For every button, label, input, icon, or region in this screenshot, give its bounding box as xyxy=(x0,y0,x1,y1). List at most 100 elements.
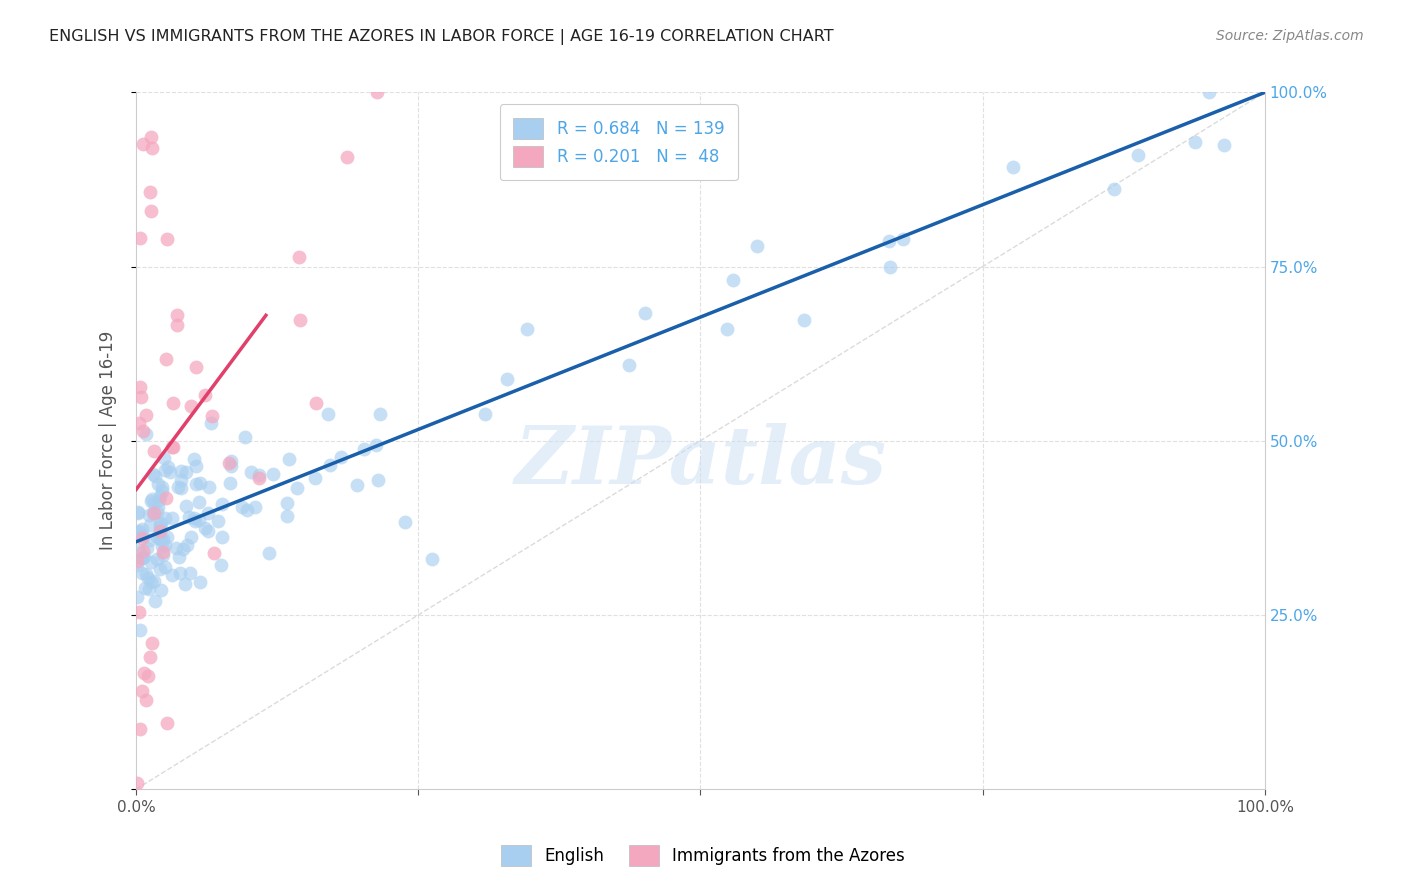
Point xyxy=(247,471,270,485)
Point xyxy=(879,234,901,248)
Point xyxy=(139,555,162,569)
Point xyxy=(316,407,339,421)
Point xyxy=(218,456,240,470)
Point xyxy=(346,478,368,492)
Point xyxy=(138,186,160,200)
Point xyxy=(128,606,150,620)
Point xyxy=(184,477,207,491)
Point xyxy=(211,497,233,511)
Point xyxy=(288,312,311,326)
Point xyxy=(141,636,163,650)
Point xyxy=(146,500,169,515)
Point xyxy=(138,508,160,523)
Point xyxy=(150,539,173,553)
Point xyxy=(155,538,177,552)
Point xyxy=(179,566,201,580)
Point xyxy=(201,409,224,423)
Point xyxy=(366,86,388,100)
Point xyxy=(634,306,657,320)
Point xyxy=(211,558,233,573)
Point xyxy=(276,508,298,523)
Point xyxy=(149,562,172,576)
Point xyxy=(127,776,149,790)
Point xyxy=(793,312,815,326)
Point xyxy=(149,516,172,531)
Point xyxy=(128,416,150,430)
Legend: English, Immigrants from the Azores: English, Immigrants from the Azores xyxy=(494,838,912,873)
Point xyxy=(127,554,149,568)
Point xyxy=(138,518,160,533)
Point xyxy=(150,480,173,494)
Point xyxy=(155,351,177,366)
Point xyxy=(132,666,155,681)
Point xyxy=(143,468,166,483)
Point xyxy=(149,520,172,534)
Point xyxy=(162,568,184,582)
Point xyxy=(131,550,153,565)
Point xyxy=(149,489,172,503)
Point xyxy=(197,506,219,520)
Point xyxy=(138,582,160,597)
Point xyxy=(1184,135,1206,149)
Point xyxy=(167,480,190,494)
Point xyxy=(127,591,149,605)
Point xyxy=(330,450,353,464)
Point xyxy=(304,471,326,485)
Point xyxy=(278,452,301,467)
Point xyxy=(305,396,328,410)
Point xyxy=(146,476,169,491)
Point xyxy=(1102,182,1125,196)
Point xyxy=(218,476,240,491)
Point xyxy=(219,458,242,473)
Point xyxy=(176,466,198,480)
Point xyxy=(159,465,181,479)
Point xyxy=(127,505,149,519)
Point xyxy=(335,150,357,164)
Point xyxy=(155,511,177,525)
Point xyxy=(155,559,177,574)
Point xyxy=(135,541,157,556)
Point xyxy=(150,516,173,530)
Point xyxy=(165,541,187,556)
Point xyxy=(142,444,165,458)
Point xyxy=(516,322,538,336)
Point xyxy=(474,407,496,421)
Point xyxy=(129,623,152,637)
Point xyxy=(139,575,162,590)
Point xyxy=(135,408,157,422)
Point xyxy=(353,442,375,456)
Point xyxy=(141,141,163,155)
Point xyxy=(129,380,152,394)
Legend: R = 0.684   N = 139, R = 0.201   N =  48: R = 0.684 N = 139, R = 0.201 N = 48 xyxy=(501,104,738,180)
Point xyxy=(143,496,166,510)
Point xyxy=(132,550,155,565)
Point xyxy=(1126,148,1149,162)
Point xyxy=(721,272,744,286)
Point xyxy=(146,552,169,566)
Point xyxy=(716,321,738,335)
Point xyxy=(176,538,198,552)
Point xyxy=(200,417,222,431)
Point xyxy=(142,506,165,520)
Point xyxy=(156,459,179,474)
Point xyxy=(152,549,174,563)
Point xyxy=(136,669,159,683)
Point xyxy=(364,438,387,452)
Point xyxy=(129,390,152,404)
Point xyxy=(188,475,211,490)
Point xyxy=(166,318,188,332)
Point xyxy=(190,575,212,590)
Point xyxy=(262,467,284,481)
Point xyxy=(142,467,165,481)
Point xyxy=(132,544,155,558)
Point xyxy=(194,521,217,535)
Point xyxy=(135,426,157,441)
Point xyxy=(131,684,153,698)
Point xyxy=(139,204,162,219)
Point xyxy=(135,693,157,707)
Point xyxy=(495,372,517,386)
Point xyxy=(131,522,153,536)
Point xyxy=(132,528,155,542)
Point xyxy=(247,468,270,483)
Point xyxy=(167,549,190,564)
